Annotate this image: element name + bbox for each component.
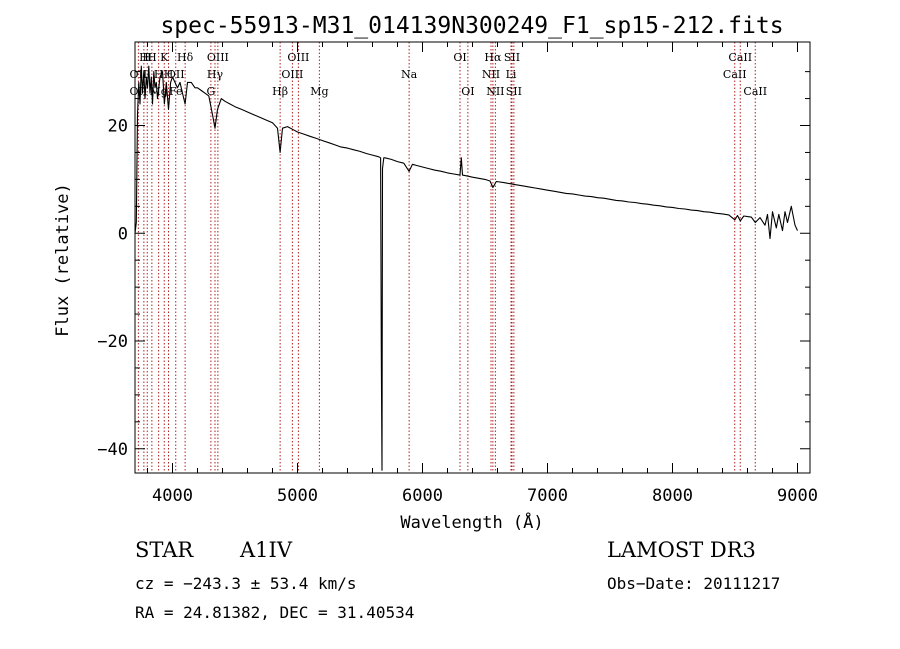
line-label: Hδ [177,51,194,64]
spectrum-chart: spec-55913-M31_014139N300249_F1_sp15-212… [53,13,818,533]
line-label: Hα [484,51,502,64]
line-labels: OIIOIIHHHHMgKHOIIFeHδGHγOIIIHβOIIIOIIIMg… [130,51,768,98]
line-label: CaII [743,85,767,98]
object-subclass: A1IV [240,538,292,562]
line-label: OI [453,51,466,64]
line-label: Hγ [207,68,224,81]
x-tick-label: 8000 [652,486,693,506]
line-label: H [164,68,174,81]
y-tick-label: −20 [97,332,128,352]
x-tick-label: 7000 [527,486,568,506]
line-label: SII [504,51,520,64]
survey-name: LAMOST DR3 [607,538,756,562]
y-tick-label: 20 [108,117,128,137]
line-label: NII [482,68,500,81]
x-axis-label: Wavelength (Å) [400,511,543,533]
line-label: OII [130,68,148,81]
x-tick-label: 4000 [152,486,193,506]
line-label: H [139,51,149,64]
observation-date: Obs−Date: 20111217 [607,574,781,593]
line-label: Hβ [272,85,288,98]
line-label: Li [506,68,517,81]
x-tick-label: 6000 [402,486,443,506]
line-label: NII [486,85,504,98]
line-label: OIII [207,51,229,64]
line-label: Mg [310,85,328,98]
line-label: OIII [281,68,303,81]
axis-ticks: 4000 5000 6000 7000 8000 9000 −40 −20 0 20 [97,42,818,506]
line-label: H [147,51,157,64]
line-label: OI [461,85,474,98]
y-tick-label: −40 [97,440,128,460]
line-label: SII [506,85,522,98]
line-label: CaII [728,51,752,64]
chart-title: spec-55913-M31_014139N300249_F1_sp15-212… [160,13,783,39]
line-label: OII [167,68,185,81]
line-label: K [160,51,169,64]
redshift-velocity: cz = −243.3 ± 53.4 km/s [135,574,357,593]
line-markers [137,42,756,473]
y-tick-label: 0 [118,224,128,244]
x-tick-label: 9000 [777,486,818,506]
line-label: G [206,85,215,98]
line-label: H [142,51,152,64]
object-class: STAR [135,538,194,562]
spectrum-series-line [134,65,798,471]
line-label: H [154,68,164,81]
line-label: Fe [169,85,183,98]
y-axis-label: Flux (relative) [53,183,73,337]
sky-coordinates: RA = 24.81382, DEC = 31.40534 [135,603,415,622]
x-tick-label: 5000 [277,486,318,506]
line-label: OIII [287,51,309,64]
line-label: CaII [723,68,747,81]
line-label: Na [401,68,418,81]
